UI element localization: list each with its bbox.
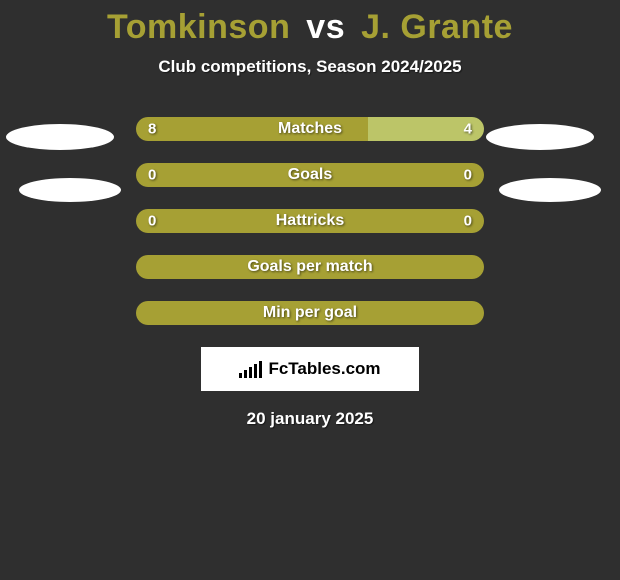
stat-value-right: 4 <box>464 121 472 138</box>
brand-box: FcTables.com <box>201 347 419 391</box>
stat-value-right: 0 <box>464 167 472 184</box>
stat-value-left: 0 <box>148 213 156 230</box>
brand-bars-icon <box>239 360 262 378</box>
decorative-ellipse <box>19 178 121 202</box>
decorative-ellipse <box>6 124 114 150</box>
stat-row: 0 0Hattricks <box>136 209 484 233</box>
stat-row: 0 0Goals <box>136 163 484 187</box>
date-text: 20 january 2025 <box>0 409 620 429</box>
stat-label: Goals <box>136 166 484 184</box>
decorative-ellipse <box>486 124 594 150</box>
subtitle: Club competitions, Season 2024/2025 <box>0 57 620 77</box>
stat-bar-left <box>136 117 368 141</box>
stat-value-left: 0 <box>148 167 156 184</box>
stat-label: Min per goal <box>136 304 484 322</box>
brand-text: FcTables.com <box>268 359 380 379</box>
decorative-ellipse <box>499 178 601 202</box>
stat-value-right: 0 <box>464 213 472 230</box>
stat-row: 84Matches <box>136 117 484 141</box>
stat-row: Min per goal <box>136 301 484 325</box>
stat-value-left: 8 <box>148 121 156 138</box>
comparison-title: Tomkinson vs J. Grante <box>0 0 620 47</box>
stat-label: Goals per match <box>136 258 484 276</box>
stat-row: Goals per match <box>136 255 484 279</box>
vs-text: vs <box>306 8 345 46</box>
player-a-name: Tomkinson <box>107 8 290 46</box>
stat-label: Hattricks <box>136 212 484 230</box>
player-b-name: J. Grante <box>361 8 513 46</box>
